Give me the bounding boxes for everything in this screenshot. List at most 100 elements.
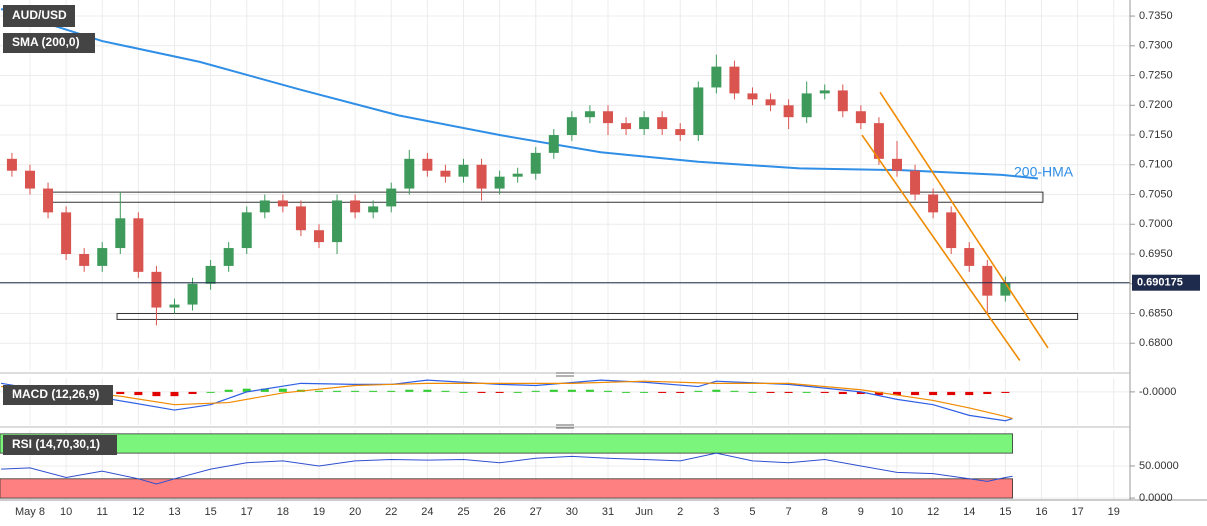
x-tick-label: 16: [1035, 506, 1047, 518]
histogram-bar: [242, 388, 251, 392]
candle-body: [259, 200, 270, 213]
histogram-bar: [441, 390, 450, 392]
candle-body: [24, 170, 35, 189]
histogram-bar: [784, 391, 793, 393]
candle-body: [43, 188, 54, 213]
histogram-bar: [983, 391, 992, 395]
histogram-bar: [856, 391, 865, 395]
label-box: [3, 33, 95, 53]
histogram-bar: [351, 390, 360, 392]
histogram-bar: [314, 390, 323, 392]
histogram-bar: [730, 390, 739, 392]
histogram-bar: [278, 388, 287, 392]
candle-body: [1000, 282, 1011, 296]
label-box: [3, 435, 117, 455]
rsi-band: [0, 433, 1013, 454]
x-tick-label: 11: [97, 506, 108, 518]
candle-body: [61, 212, 72, 255]
candle-body: [277, 200, 288, 207]
rsi-band: [0, 478, 1013, 499]
candle-body: [964, 248, 975, 266]
x-tick-label: 5: [749, 506, 755, 518]
x-tick-label: 25: [457, 506, 469, 518]
x-tick-label: Jun: [635, 506, 653, 518]
candle-body: [422, 158, 433, 171]
histogram-bar: [965, 391, 974, 396]
x-tick-label: 12: [132, 506, 144, 518]
candle-body: [910, 170, 921, 195]
histogram-bar: [477, 391, 486, 393]
histogram-bar: [260, 388, 269, 392]
x-tick-label: 30: [566, 506, 578, 518]
candle-body: [223, 248, 234, 266]
x-tick-label: 26: [493, 506, 505, 518]
candle-body: [133, 218, 144, 272]
candle-body: [548, 135, 559, 153]
candle-body: [819, 90, 830, 94]
y-tick-label: -0.0000: [1139, 386, 1176, 398]
x-tick-label: 7: [786, 506, 792, 518]
histogram-bar: [333, 390, 342, 392]
histogram-bar: [423, 389, 432, 392]
candle-body: [837, 90, 848, 112]
candle-body: [657, 117, 668, 130]
resize-grip[interactable]: [556, 424, 574, 429]
x-tick-label: 14: [963, 506, 975, 518]
x-tick-label: 19: [313, 506, 325, 518]
histogram-bar: [802, 391, 811, 393]
candle-body: [873, 123, 884, 159]
histogram-bar: [224, 389, 233, 392]
candle-body: [928, 194, 939, 213]
candle-body: [530, 152, 541, 174]
candle-body: [368, 206, 379, 213]
candle-body: [97, 248, 108, 266]
histogram-bar: [911, 391, 920, 396]
last-price-box: [1132, 274, 1200, 291]
candle-body: [765, 99, 776, 106]
candle-body: [729, 66, 740, 94]
resize-grip[interactable]: [556, 372, 574, 377]
x-tick-label: 17: [241, 506, 253, 518]
candle-body: [404, 158, 415, 189]
candle-body: [566, 117, 577, 136]
histogram-bar: [640, 391, 649, 393]
y-tick-label: 0.7050: [1139, 188, 1173, 200]
candle-body: [295, 206, 306, 231]
y-tick-label: 0.6850: [1139, 307, 1173, 319]
signal-line: [1, 380, 1013, 420]
histogram-bar: [748, 391, 757, 393]
x-tick-label: 2: [677, 506, 683, 518]
candle-body: [982, 265, 993, 296]
label-box: [3, 5, 75, 27]
candle-body: [313, 230, 324, 243]
symbol-label: AUD/USD: [12, 8, 67, 22]
y-tick-label: 0.0000: [1139, 492, 1173, 504]
candle-body: [350, 200, 361, 213]
x-tick-label: 24: [421, 506, 433, 518]
candle-body: [512, 173, 523, 177]
candle-body: [494, 176, 505, 189]
y-tick-label: 0.6800: [1139, 337, 1173, 349]
x-tick-label: 31: [602, 506, 614, 518]
histogram-bar: [405, 389, 414, 392]
macd-line: [0, 379, 1013, 422]
x-tick-label: 13: [168, 506, 180, 518]
histogram-bar: [820, 391, 829, 393]
histogram-bar: [603, 390, 612, 392]
rsi-line: [1, 452, 1013, 485]
trend-line: [861, 134, 1021, 361]
histogram-bar: [116, 391, 125, 395]
candle-body: [891, 158, 902, 171]
candle-body: [675, 129, 686, 136]
candle-body: [187, 283, 198, 305]
histogram-bar: [369, 390, 378, 392]
indicator-label: SMA (200,0): [12, 35, 80, 49]
candle-body: [747, 93, 758, 100]
histogram-bar: [676, 391, 685, 393]
histogram-bar: [188, 391, 197, 395]
candle-body: [711, 66, 722, 88]
histogram-bar: [694, 390, 703, 392]
x-tick-label: 9: [858, 506, 864, 518]
candle-body: [801, 93, 812, 118]
